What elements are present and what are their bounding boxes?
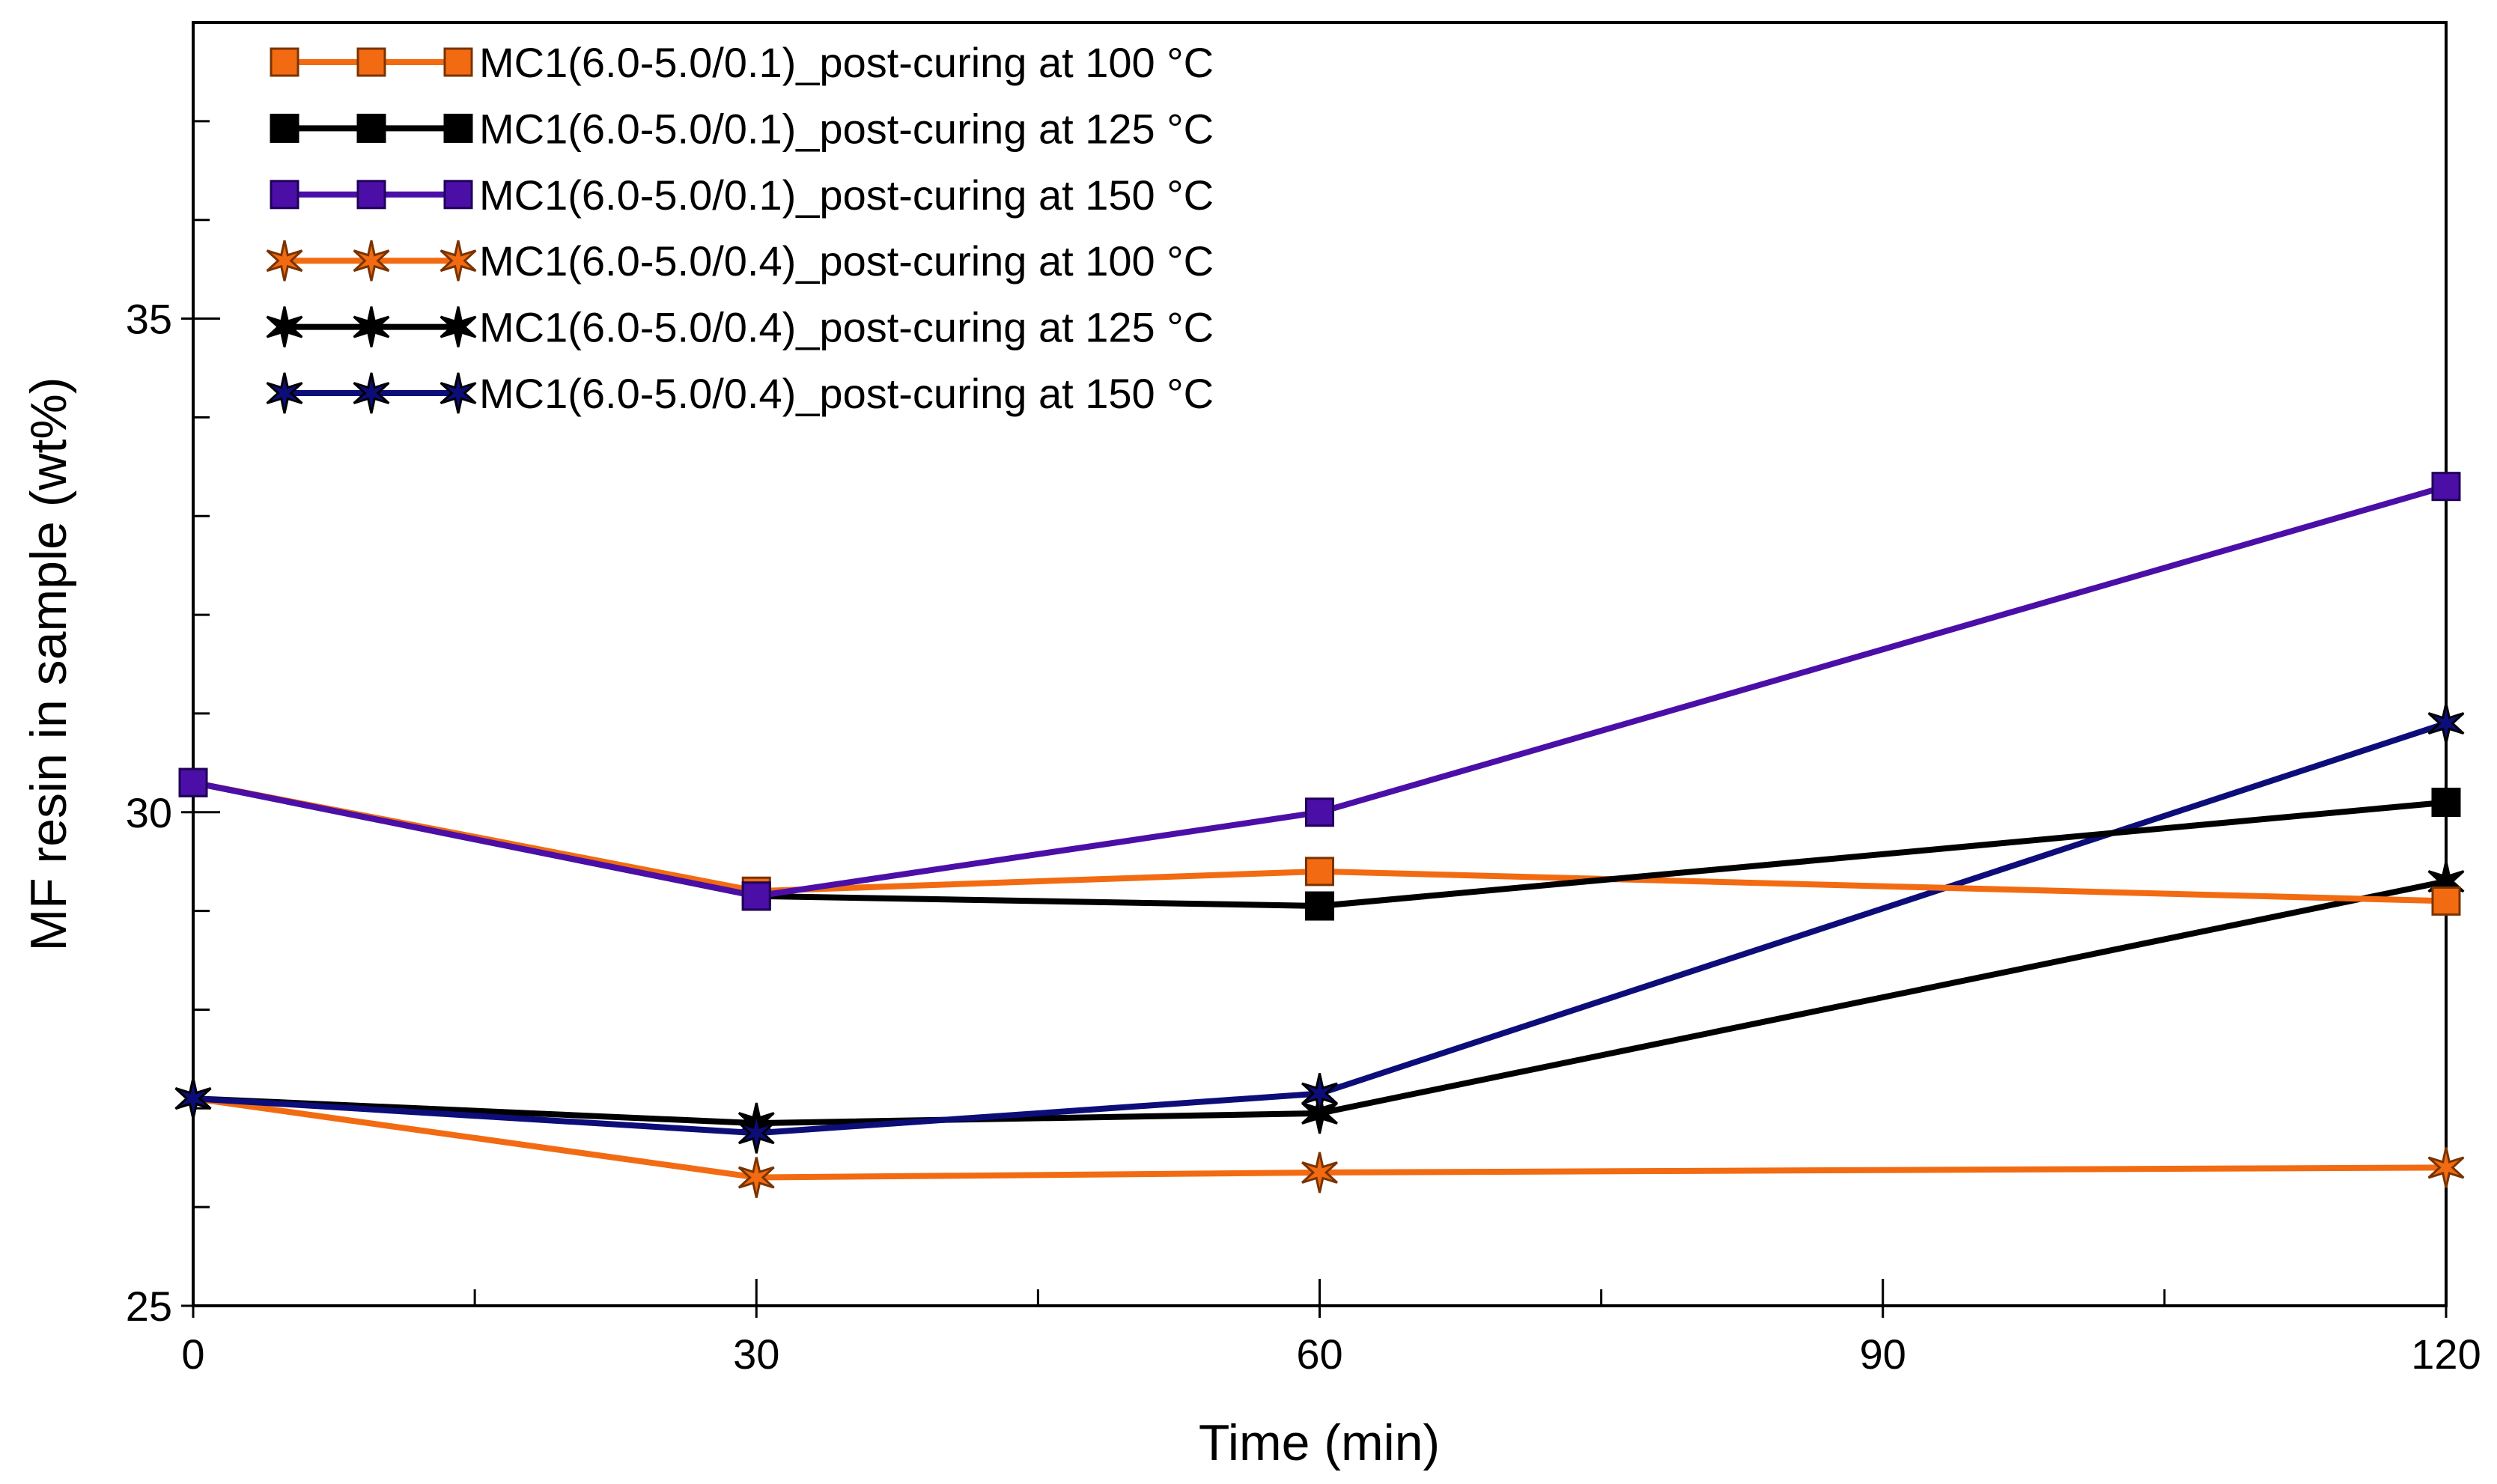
- legend-marker: [440, 372, 477, 414]
- x-tick-label: 60: [1296, 1331, 1342, 1378]
- data-point: [2431, 886, 2461, 916]
- data-point: [1301, 1073, 1338, 1114]
- data-point: [1305, 891, 1334, 921]
- legend: MC1(6.0-5.0/0.1)_post-curing at 100 °C MC…: [266, 39, 1214, 417]
- legend-marker: [356, 113, 386, 143]
- legend-marker: [266, 240, 303, 282]
- y-axis-ticks: 25 30 35: [126, 296, 220, 1330]
- legend-label: MC1(6.0-5.0/0.4)_post-curing at 150 °C: [479, 370, 1214, 417]
- y-tick-label: 30: [126, 789, 172, 836]
- series-layer: [174, 472, 2465, 1198]
- legend-marker: [440, 306, 477, 347]
- data-point: [737, 1112, 775, 1154]
- legend-item: MC1(6.0-5.0/0.4)_post-curing at 150 °C: [266, 370, 1214, 417]
- legend-item: MC1(6.0-5.0/0.4)_post-curing at 100 °C: [266, 237, 1214, 285]
- series-6: [174, 702, 2465, 1154]
- legend-label: MC1(6.0-5.0/0.4)_post-curing at 125 °C: [479, 304, 1214, 351]
- data-point: [174, 1077, 212, 1119]
- data-point: [2431, 788, 2461, 818]
- data-point: [737, 1157, 775, 1198]
- legend-marker: [443, 180, 473, 210]
- legend-label: MC1(6.0-5.0/0.1)_post-curing at 125 °C: [479, 105, 1214, 152]
- x-tick-label: 30: [733, 1331, 779, 1378]
- x-axis-ticks: 0 30 60 90 120: [181, 1279, 2481, 1378]
- data-point: [1305, 857, 1334, 887]
- legend-marker: [353, 240, 390, 282]
- series-line: [192, 720, 2448, 1137]
- y-axis-title: MF resin in sample (wt%): [20, 377, 77, 951]
- data-point: [2427, 702, 2465, 744]
- series-line: [192, 878, 2447, 1127]
- legend-marker: [270, 180, 299, 210]
- legend-label: MC1(6.0-5.0/0.4)_post-curing at 100 °C: [479, 237, 1214, 285]
- series-line: [192, 1095, 2447, 1181]
- data-point: [2431, 472, 2461, 502]
- legend-marker: [443, 113, 473, 143]
- series-line: [192, 483, 2448, 899]
- data-point: [1301, 1152, 1338, 1193]
- data-point: [1305, 797, 1334, 827]
- x-tick-label: 120: [2411, 1331, 2481, 1378]
- legend-marker: [266, 306, 303, 347]
- legend-item: MC1(6.0-5.0/0.1)_post-curing at 100 °C: [270, 39, 1214, 86]
- data-point: [2427, 1147, 2465, 1188]
- x-tick-label: 0: [181, 1331, 204, 1378]
- data-point: [741, 881, 771, 911]
- legend-marker: [266, 372, 303, 414]
- legend-item: MC1(6.0-5.0/0.1)_post-curing at 150 °C: [270, 171, 1214, 219]
- x-minor-ticks: [473, 1289, 2166, 1306]
- legend-item: MC1(6.0-5.0/0.1)_post-curing at 125 °C: [270, 105, 1214, 152]
- legend-marker: [270, 47, 299, 77]
- legend-marker: [356, 47, 386, 77]
- legend-marker: [443, 47, 473, 77]
- legend-marker: [270, 113, 299, 143]
- y-tick-label: 25: [126, 1283, 172, 1330]
- legend-item: MC1(6.0-5.0/0.4)_post-curing at 125 °C: [266, 304, 1214, 351]
- y-tick-label: 35: [126, 296, 172, 343]
- legend-marker: [440, 240, 477, 282]
- legend-label: MC1(6.0-5.0/0.1)_post-curing at 100 °C: [479, 39, 1214, 86]
- x-tick-label: 90: [1860, 1331, 1906, 1378]
- data-point: [178, 767, 208, 797]
- legend-marker: [353, 372, 390, 414]
- legend-marker: [356, 180, 386, 210]
- y-minor-ticks: [193, 120, 210, 1208]
- series-3: [178, 472, 2461, 911]
- legend-label: MC1(6.0-5.0/0.1)_post-curing at 150 °C: [479, 171, 1214, 219]
- legend-marker: [353, 306, 390, 347]
- x-axis-title: Time (min): [1199, 1414, 1440, 1471]
